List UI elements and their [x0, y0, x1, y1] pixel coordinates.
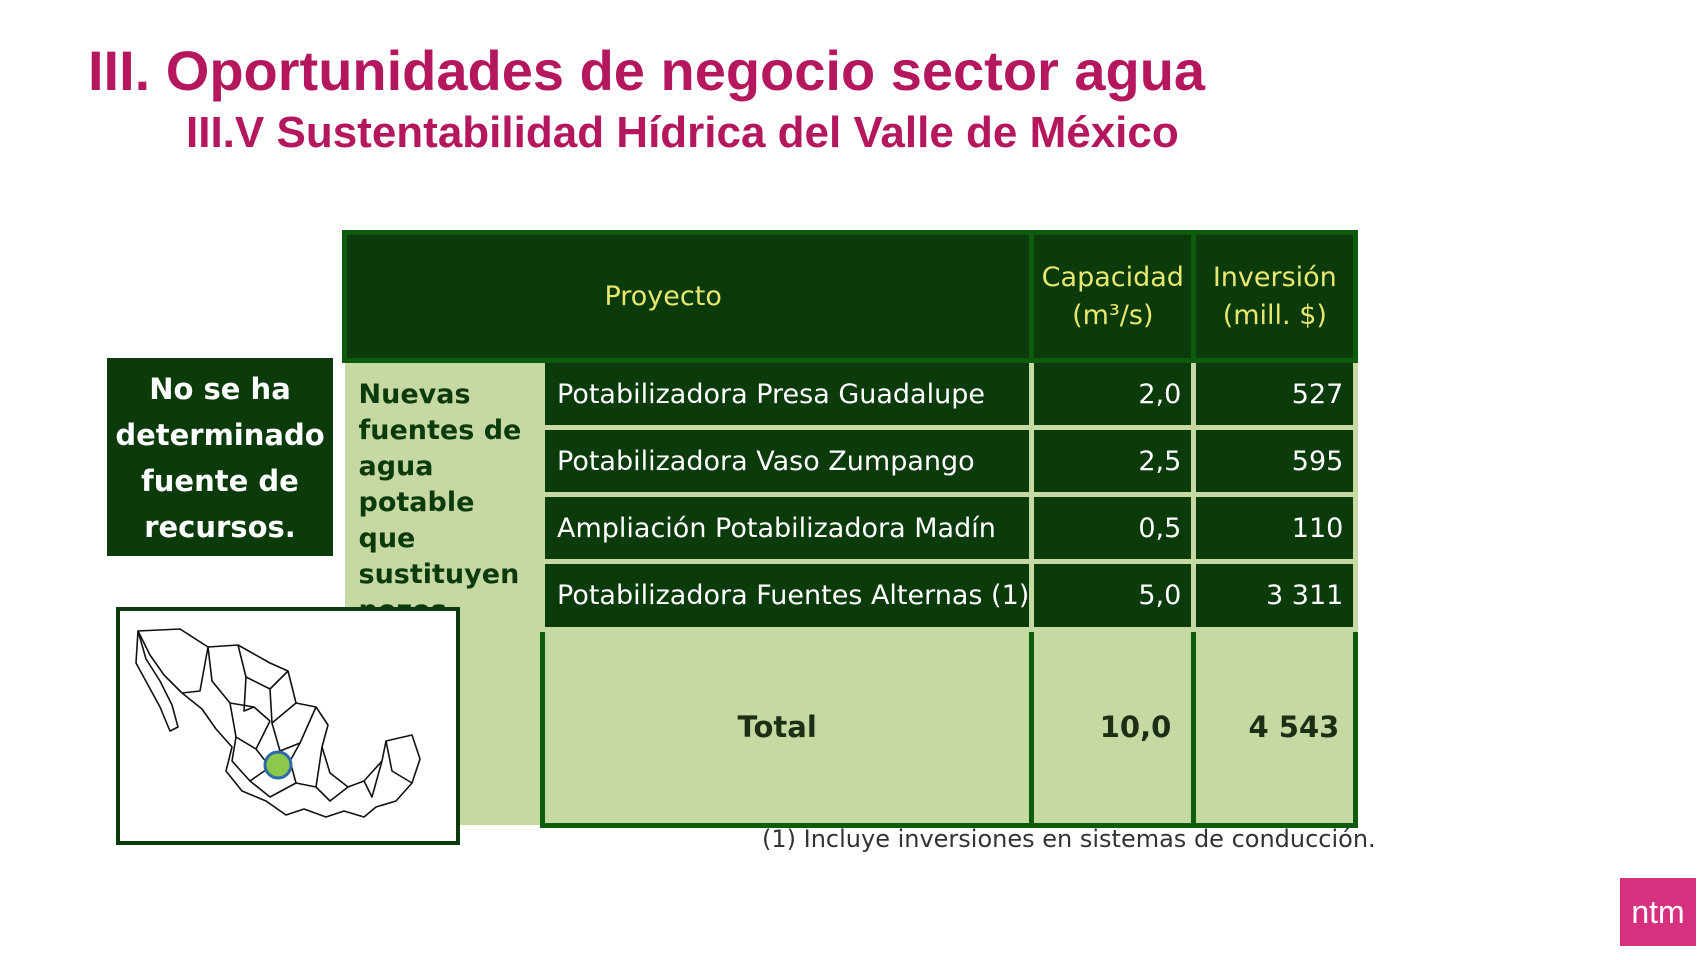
footnote: (1) Incluye inversiones en sistemas de c… — [762, 825, 1376, 853]
category-line: sustituyen — [358, 559, 520, 590]
header-capacity: Capacidad (m³/s) — [1029, 230, 1197, 363]
category-line: Nuevas — [358, 379, 471, 410]
funding-status-line: determinado — [115, 418, 325, 452]
project-name: Potabilizadora Fuentes Alternas (1) — [539, 559, 1035, 632]
category-line: fuentes de — [358, 415, 522, 446]
ntm-logo: ntm — [1620, 878, 1696, 946]
project-investment: 527 — [1191, 357, 1359, 431]
page-title: III. Oportunidades de negocio sector agu… — [88, 39, 1206, 102]
project-name: Ampliación Potabilizadora Madín — [539, 492, 1035, 565]
table-row: Ampliación Potabilizadora Madín 0,5 110 — [345, 492, 1359, 565]
table-header-row: Proyecto Capacidad (m³/s) Inversión (mil… — [341, 230, 1359, 363]
page-subtitle: III.V Sustentabilidad Hídrica del Valle … — [186, 108, 1179, 157]
project-capacity: 2,5 — [1029, 425, 1197, 498]
total-investment: 4 543 — [1191, 626, 1359, 828]
category-line: potable que — [358, 487, 475, 554]
total-capacity: 10,0 — [1029, 626, 1197, 828]
header-investment: Inversión (mill. $) — [1191, 230, 1359, 363]
funding-status-line: recursos. — [144, 510, 296, 544]
funding-status-line: No se ha — [149, 372, 291, 406]
mexico-map-icon — [135, 628, 421, 818]
project-capacity: 5,0 — [1029, 559, 1197, 632]
table-row: Potabilizadora Vaso Zumpango 2,5 595 — [345, 425, 1359, 498]
header-project: Proyecto — [341, 230, 1035, 363]
header-capacity-unit: (m³/s) — [1072, 299, 1154, 331]
funding-status-line: fuente de — [141, 464, 299, 498]
total-label: Total — [539, 626, 1035, 828]
header-investment-line: Inversión — [1212, 261, 1337, 293]
project-name: Potabilizadora Presa Guadalupe — [539, 357, 1035, 431]
project-capacity: 2,0 — [1029, 357, 1197, 431]
valle-de-mexico-marker — [263, 750, 293, 780]
table-row: Potabilizadora Fuentes Alternas (1) 5,0 … — [345, 559, 1359, 632]
location-map — [116, 607, 460, 845]
project-investment: 595 — [1191, 425, 1359, 498]
table-row: Nuevas fuentes de agua potable que susti… — [344, 357, 1359, 629]
header-investment-unit: (mill. $) — [1222, 299, 1327, 331]
total-row: Total 10,0 4 543 — [344, 626, 1359, 828]
project-investment: 3 311 — [1191, 559, 1359, 632]
category-line: agua — [358, 451, 434, 482]
header-capacity-line: Capacidad — [1041, 261, 1184, 293]
projects-table: Proyecto Capacidad (m³/s) Inversión (mil… — [341, 230, 1359, 828]
category-cell: Nuevas fuentes de agua potable que susti… — [344, 360, 543, 629]
project-investment: 110 — [1191, 492, 1359, 565]
project-name: Potabilizadora Vaso Zumpango — [539, 425, 1035, 498]
funding-status-box: No se ha determinado fuente de recursos. — [107, 358, 333, 556]
project-capacity: 0,5 — [1029, 492, 1197, 565]
